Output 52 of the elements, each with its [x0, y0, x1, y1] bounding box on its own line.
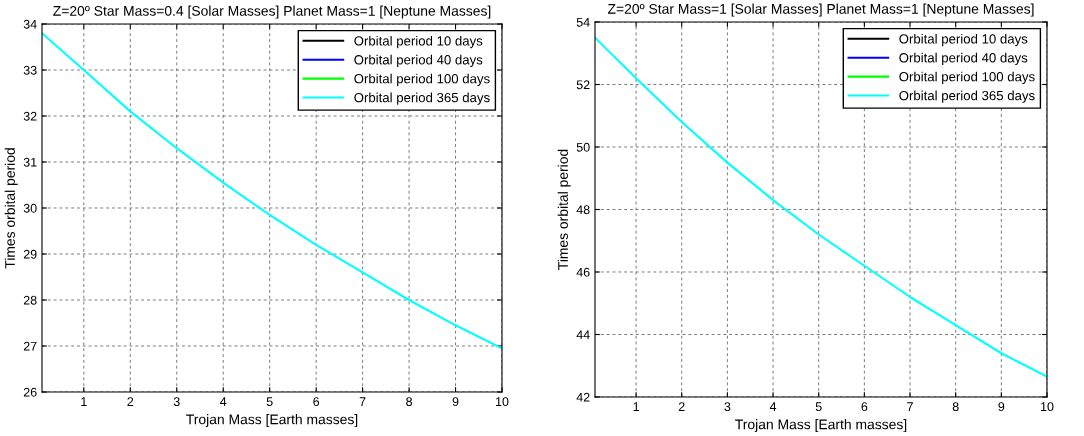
x-axis-title: Trojan Mass [Earth masses]: [186, 414, 358, 428]
y-tick-label: 50: [576, 142, 590, 152]
y-tick-label: 42: [576, 392, 590, 402]
y-tick-label: 31: [23, 157, 37, 167]
chart-title: Z=20º Star Mass=1 [Solar Masses] Planet Mass=1 [Neptune Masses]: [607, 3, 1034, 17]
x-tick-label: 4: [769, 402, 777, 411]
x-tick-label: 9: [452, 397, 459, 407]
y-tick-label: 29: [23, 249, 37, 259]
y-tick-label: 30: [23, 203, 37, 213]
y-tick-label: 46: [576, 267, 590, 277]
y-axis-title: Times orbital period: [4, 148, 18, 269]
y-tick-label: 44: [576, 330, 590, 340]
x-tick-label: 2: [678, 402, 685, 411]
x-tick-label: 10: [496, 397, 509, 407]
y-axis-title: Times orbital period: [557, 149, 571, 270]
y-tick-label: 34: [23, 19, 37, 29]
legend-label: Orbital period 365 days: [354, 92, 490, 105]
x-tick-label: 1: [633, 402, 639, 411]
x-tick-label: 9: [998, 402, 1005, 412]
line-series: [42, 32, 502, 350]
y-tick-label: 33: [23, 65, 37, 75]
legend-label: Orbital period 10 days: [354, 35, 483, 49]
x-tick-label: 6: [313, 397, 320, 407]
x-tick-label: 2: [127, 397, 134, 406]
x-axis-title: Trojan Mass [Earth masses]: [735, 419, 907, 433]
x-tick-label: 5: [266, 397, 273, 407]
x-tick-label: 5: [815, 402, 822, 412]
x-tick-label: 3: [724, 402, 731, 412]
legend-label: Orbital period 40 days: [899, 52, 1028, 66]
x-tick-label: 4: [220, 397, 227, 406]
legend-label: Orbital period 40 days: [354, 54, 483, 68]
line-series: [595, 36, 1047, 378]
x-tick-label: 3: [173, 397, 180, 407]
x-tick-label: 10: [1041, 402, 1054, 412]
legend-label: Orbital period 100 days: [899, 71, 1035, 84]
y-tick-label: 27: [23, 341, 37, 351]
x-tick-label: 8: [952, 402, 959, 412]
x-tick-label: 6: [861, 402, 868, 412]
y-tick-label: 32: [23, 111, 37, 121]
y-tick-label: 48: [576, 205, 590, 215]
y-tick-label: 52: [576, 80, 590, 90]
y-tick-label: 54: [576, 17, 590, 27]
x-tick-label: 7: [907, 402, 913, 411]
x-tick-label: 8: [406, 397, 412, 407]
y-tick-label: 28: [23, 295, 37, 305]
x-tick-label: 1: [81, 397, 87, 406]
legend-label: Orbital period 365 days: [899, 90, 1035, 103]
legend-label: Orbital period 10 days: [899, 33, 1028, 47]
chart-title: Z=20º Star Mass=0.4 [Solar Masses] Planet Mass=1 [Neptune Masses]: [53, 5, 491, 19]
x-tick-label: 7: [359, 397, 366, 406]
y-tick-label: 26: [23, 387, 37, 397]
legend-label: Orbital period 100 days: [354, 73, 490, 86]
